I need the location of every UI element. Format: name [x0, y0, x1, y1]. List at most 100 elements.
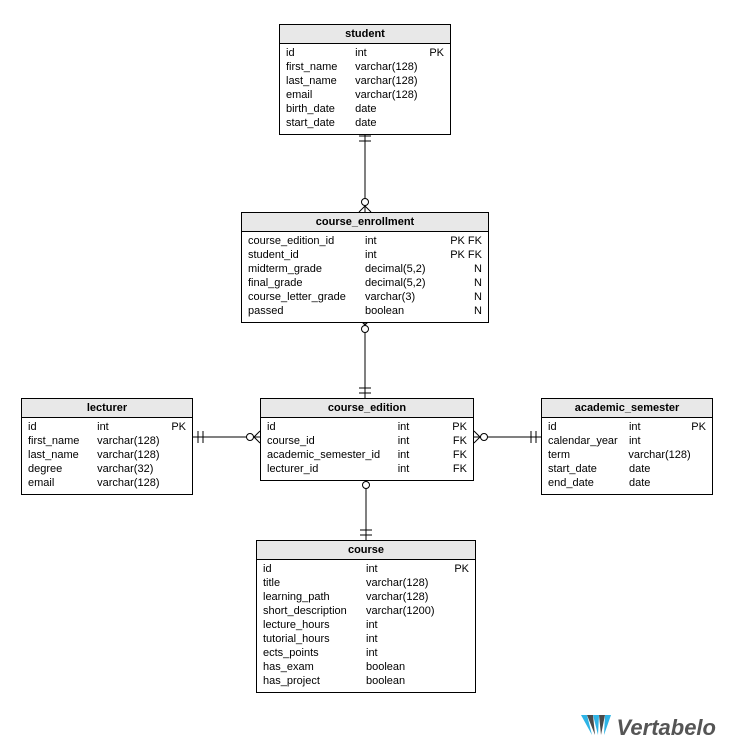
column-name: first_name	[286, 60, 355, 74]
column-flag: FK	[431, 434, 467, 448]
column-flag: PK	[431, 420, 467, 434]
table-academic_semester[interactable]: academic_semester idintPKcalendar_yearint…	[541, 398, 713, 495]
column-row: termvarchar(128)	[542, 448, 712, 462]
table-course_edition[interactable]: course_editionidintPKcourse_idintFKacade…	[260, 398, 474, 481]
column-name: start_date	[286, 116, 355, 130]
column-row: calendar_yearint	[542, 434, 712, 448]
column-type: int	[629, 420, 690, 434]
column-row: has_examboolean	[257, 660, 475, 674]
column-row: idintPK	[542, 420, 712, 434]
column-flag	[453, 618, 469, 632]
column-name: tutorial_hours	[263, 632, 366, 646]
column-type: varchar(128)	[355, 74, 428, 88]
column-type: int	[366, 646, 453, 660]
column-flag	[170, 476, 186, 490]
column-type: int	[366, 618, 453, 632]
column-name: start_date	[548, 462, 629, 476]
column-row: birth_datedate	[280, 102, 450, 116]
column-name: title	[263, 576, 366, 590]
column-flag: N	[444, 276, 482, 290]
column-flag: N	[444, 290, 482, 304]
table-student[interactable]: studentidintPKfirst_namevarchar(128)last…	[279, 24, 451, 135]
column-type: int	[398, 448, 432, 462]
column-type: decimal(5,2)	[365, 276, 444, 290]
column-flag	[453, 646, 469, 660]
table-lecturer[interactable]: lectureridintPKfirst_namevarchar(128)las…	[21, 398, 193, 495]
column-type: int	[365, 248, 444, 262]
column-flag	[428, 116, 444, 130]
column-row: first_namevarchar(128)	[280, 60, 450, 74]
column-row: idintPK	[22, 420, 192, 434]
column-row: learning_pathvarchar(128)	[257, 590, 475, 604]
column-type: varchar(3)	[365, 290, 444, 304]
column-row: lecture_hoursint	[257, 618, 475, 632]
column-type: varchar(128)	[355, 60, 428, 74]
column-flag	[453, 604, 469, 618]
column-row: tutorial_hoursint	[257, 632, 475, 646]
column-type: int	[355, 46, 428, 60]
column-name: term	[548, 448, 628, 462]
table-title: student	[280, 25, 450, 44]
column-name: midterm_grade	[248, 262, 365, 276]
column-flag	[453, 632, 469, 646]
column-row: start_datedate	[542, 462, 712, 476]
column-type: boolean	[366, 660, 453, 674]
column-row: passedbooleanN	[242, 304, 488, 318]
column-type: int	[398, 434, 432, 448]
column-row: last_namevarchar(128)	[280, 74, 450, 88]
column-row: academic_semester_idintFK	[261, 448, 473, 462]
column-name: student_id	[248, 248, 365, 262]
table-course_enrollment[interactable]: course_enrollmentcourse_edition_idintPK …	[241, 212, 489, 323]
column-name: first_name	[28, 434, 97, 448]
column-flag: PK FK	[444, 234, 482, 248]
column-name: id	[267, 420, 398, 434]
column-type: varchar(128)	[366, 576, 453, 590]
column-flag	[453, 660, 469, 674]
column-name: course_edition_id	[248, 234, 365, 248]
column-flag: N	[444, 304, 482, 318]
column-flag	[428, 102, 444, 116]
column-name: lecturer_id	[267, 462, 398, 476]
column-name: birth_date	[286, 102, 355, 116]
column-row: lecturer_idintFK	[261, 462, 473, 476]
column-flag	[428, 88, 444, 102]
column-flag	[690, 434, 706, 448]
column-name: calendar_year	[548, 434, 629, 448]
column-type: date	[355, 102, 428, 116]
column-type: int	[366, 632, 453, 646]
column-type: varchar(128)	[366, 590, 453, 604]
column-row: final_gradedecimal(5,2)N	[242, 276, 488, 290]
column-name: degree	[28, 462, 97, 476]
column-name: final_grade	[248, 276, 365, 290]
column-type: int	[398, 420, 432, 434]
column-flag	[453, 590, 469, 604]
table-title: lecturer	[22, 399, 192, 418]
column-name: has_project	[263, 674, 366, 688]
column-name: id	[263, 562, 366, 576]
column-row: has_projectboolean	[257, 674, 475, 688]
column-row: degreevarchar(32)	[22, 462, 192, 476]
column-flag	[453, 576, 469, 590]
column-name: id	[28, 420, 97, 434]
column-type: int	[629, 434, 690, 448]
vertabelo-watermark: Vertabelo	[581, 715, 716, 741]
column-name: lecture_hours	[263, 618, 366, 632]
column-row: titlevarchar(128)	[257, 576, 475, 590]
column-row: emailvarchar(128)	[22, 476, 192, 490]
column-type: varchar(128)	[97, 434, 170, 448]
column-type: int	[365, 234, 444, 248]
column-flag	[690, 476, 706, 490]
column-flag: PK FK	[444, 248, 482, 262]
column-name: academic_semester_id	[267, 448, 398, 462]
table-title: academic_semester	[542, 399, 712, 418]
column-row: course_letter_gradevarchar(3)N	[242, 290, 488, 304]
column-name: id	[286, 46, 355, 60]
column-flag	[170, 462, 186, 476]
column-type: date	[629, 476, 690, 490]
column-type: varchar(32)	[97, 462, 170, 476]
column-flag: PK	[428, 46, 444, 60]
column-type: decimal(5,2)	[365, 262, 444, 276]
column-flag	[170, 448, 186, 462]
table-course[interactable]: courseidintPKtitlevarchar(128)learning_p…	[256, 540, 476, 693]
column-flag	[428, 60, 444, 74]
